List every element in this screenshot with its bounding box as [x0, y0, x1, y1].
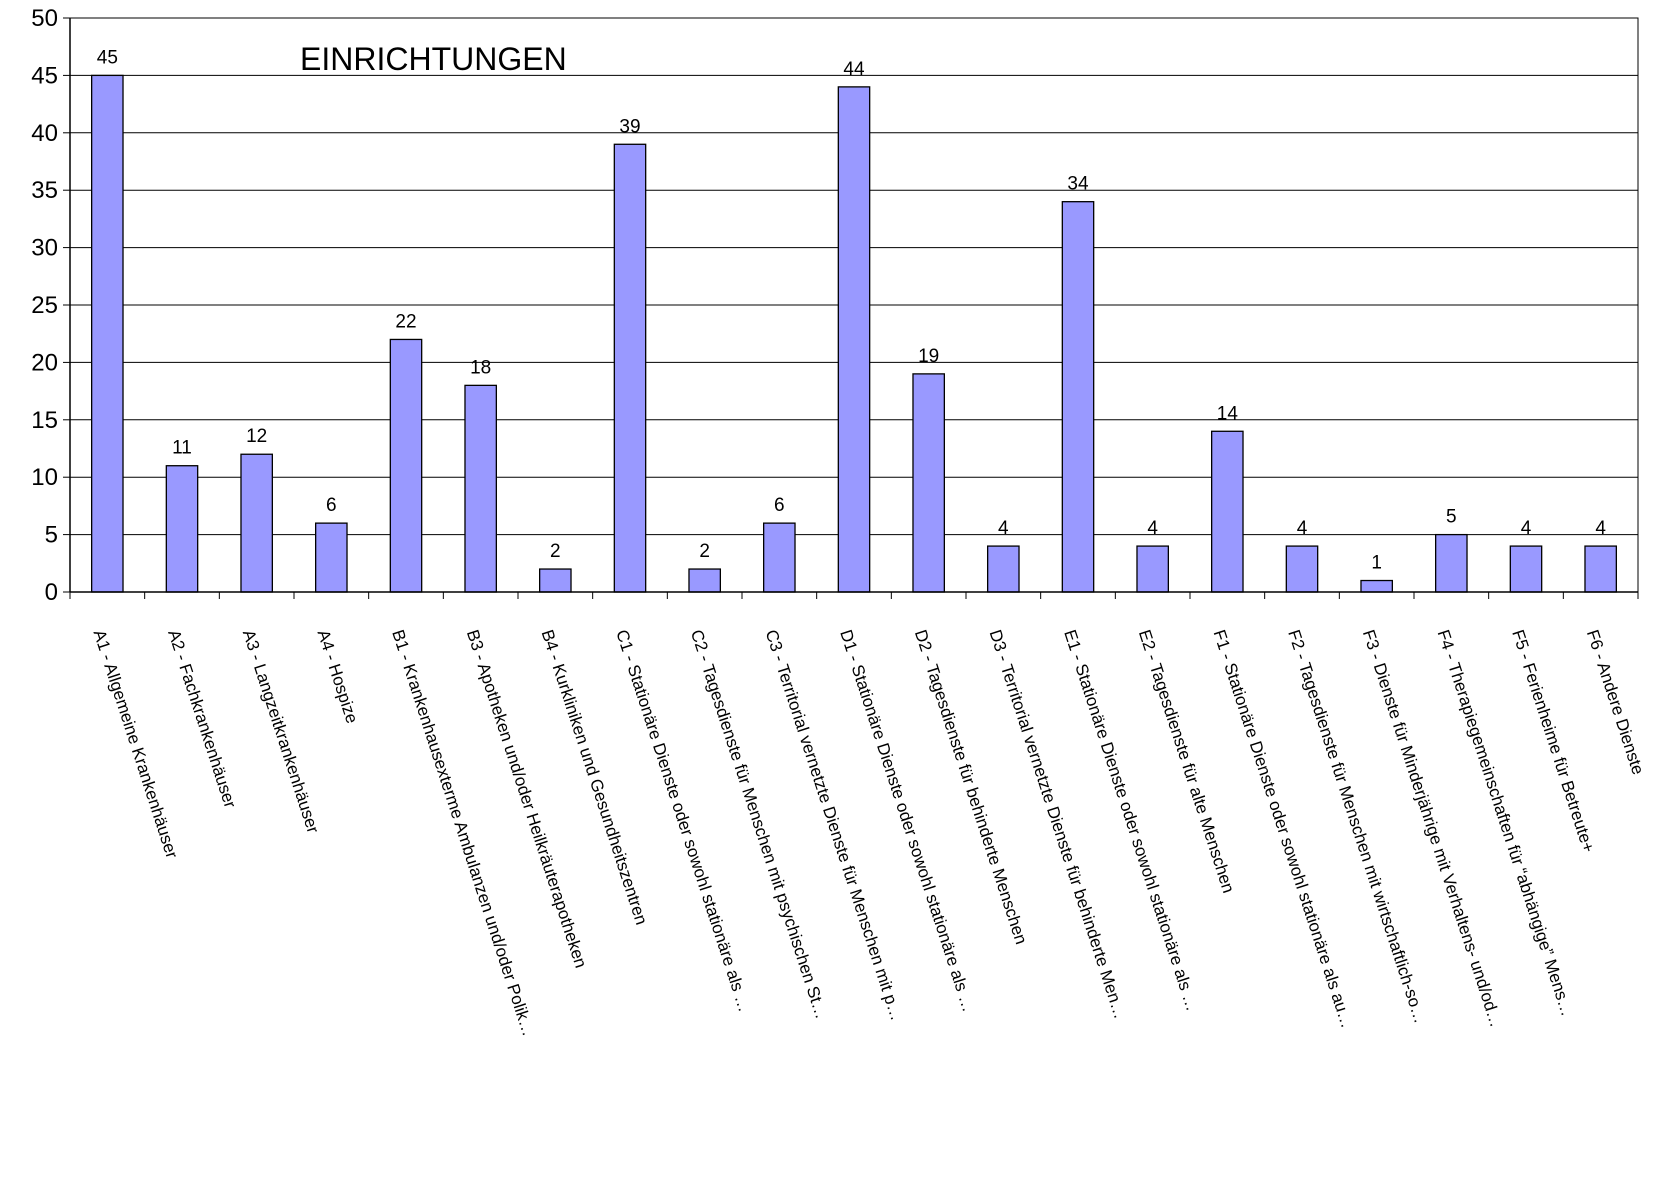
data-label: 22: [395, 311, 416, 332]
data-label: 4: [1147, 518, 1158, 539]
data-label: 4: [998, 518, 1009, 539]
y-tick-label: 10: [31, 464, 58, 491]
bar: [837, 86, 871, 593]
data-label: 18: [470, 357, 491, 378]
bar: [613, 143, 647, 593]
y-tick-label: 40: [31, 120, 58, 147]
y-tick-label: 0: [45, 579, 58, 606]
data-label: 12: [246, 426, 267, 447]
y-tick-label: 45: [31, 62, 58, 89]
data-label: 1: [1371, 553, 1382, 574]
x-tick-label: E1 - Stationäre Dienste oder sowohl stat…: [1060, 627, 1202, 1013]
x-tick-label: A3 - Langzeitkrankenhäuser: [239, 627, 323, 835]
data-label: 44: [843, 59, 865, 80]
x-tick-label: D1 - Stationäre Dienste oder sowohl stat…: [836, 627, 978, 1014]
bar: [1509, 545, 1543, 593]
bars: [91, 74, 1617, 593]
data-label: 39: [619, 116, 640, 137]
bar: [688, 568, 721, 593]
x-tick-label: F6 - Andere Dienste: [1583, 627, 1648, 777]
bar: [763, 522, 796, 593]
x-tick-label: F3 - Dienste für Minderjährige mit Verha…: [1359, 627, 1506, 1029]
y-tick-label: 15: [31, 407, 58, 434]
bar: [315, 522, 348, 593]
x-tick-label: D3 - Territorial vernetzte Dienste für b…: [986, 627, 1130, 1021]
bar: [1584, 545, 1617, 593]
y-tick-label: 20: [31, 349, 58, 376]
y-tick-label: 25: [31, 292, 58, 319]
bar: [1136, 545, 1169, 593]
x-tick-label: C2 - Tagesdienste für Menschen mit psych…: [687, 627, 831, 1021]
data-label: 4: [1297, 518, 1308, 539]
bar: [389, 338, 423, 593]
x-tick-label: A4 - Hospize: [314, 627, 362, 725]
data-label: 6: [774, 495, 785, 516]
data-label: 4: [1595, 518, 1606, 539]
y-axis-ticks: 0 5 10 15 20 25 30 35 40 45 50: [31, 5, 70, 606]
x-tick-label: F1 - Stationäre Dienste oder sowohl stat…: [1210, 627, 1357, 1030]
data-label: 4: [1521, 518, 1532, 539]
bar: [1435, 533, 1468, 593]
bar: [1360, 579, 1393, 593]
bar: [1211, 430, 1244, 593]
x-tick-label: F5 - Ferienheime für Betreute+: [1508, 627, 1598, 854]
data-label: 19: [918, 346, 939, 367]
x-tick-label: A1 - Allgemeine Krankenhäuser: [90, 627, 182, 861]
bar: [1285, 545, 1319, 593]
bar: [91, 74, 124, 593]
bar: [912, 373, 945, 593]
x-tick-label: F4 - Therapiegemeinschaften für “abhängi…: [1434, 627, 1577, 1018]
data-label: 34: [1067, 174, 1089, 195]
data-label: 2: [699, 541, 710, 562]
chart-title: EINRICHTUNGEN: [300, 41, 567, 77]
y-tick-label: 5: [45, 522, 58, 549]
bar: [987, 545, 1020, 593]
x-tick-label: A2 - Fachkrankenhäuser: [164, 627, 240, 810]
x-tick-label: C3 - Territorial vernetzte Dienste für M…: [762, 627, 907, 1023]
x-tick-label: B1 - Krankenhausexterme Ambulanzen und/o…: [388, 627, 538, 1038]
bar: [539, 568, 572, 593]
data-label: 45: [97, 47, 118, 68]
bar: [464, 384, 497, 593]
y-tick-label: 35: [31, 177, 58, 204]
y-tick-label: 50: [31, 5, 58, 32]
bar: [1061, 201, 1095, 593]
x-tick-label: C1 - Stationäre Dienste oder sowohl stat…: [612, 627, 754, 1014]
data-label: 2: [550, 541, 561, 562]
data-label: 14: [1217, 403, 1239, 424]
x-tick-label: F2 - Tagesdienste für Menschen mit wirts…: [1284, 627, 1430, 1025]
bar: [240, 453, 273, 593]
data-label: 5: [1446, 507, 1457, 528]
bar: [165, 465, 199, 593]
data-label: 6: [326, 495, 337, 516]
data-label: 11: [172, 438, 192, 459]
y-tick-label: 30: [31, 235, 58, 262]
